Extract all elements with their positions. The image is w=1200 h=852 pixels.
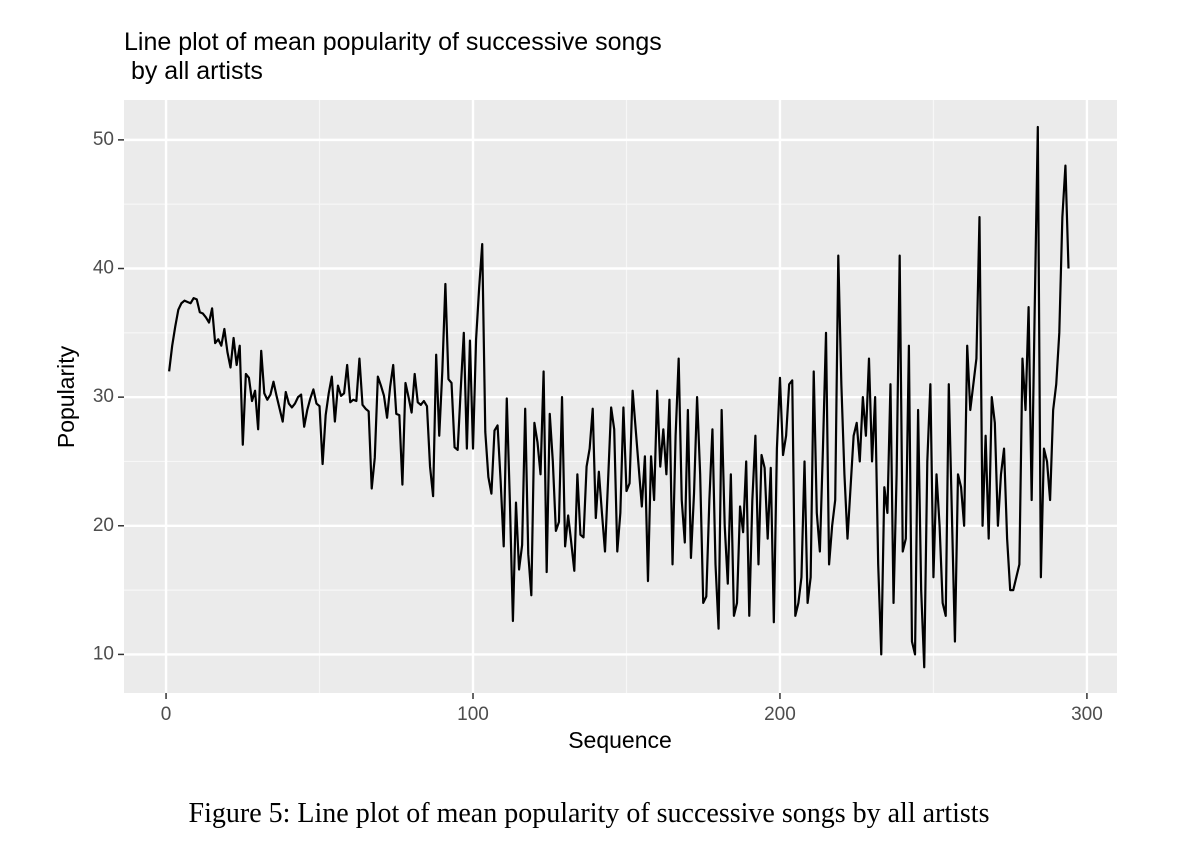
y-tick-label: 20 xyxy=(93,515,114,536)
x-axis-label: Sequence xyxy=(568,727,672,753)
y-tick-label: 30 xyxy=(93,386,114,407)
y-tick-label: 40 xyxy=(93,258,114,279)
x-tick-label: 0 xyxy=(161,704,172,725)
figure-caption: Figure 5: Line plot of mean popularity o… xyxy=(188,798,990,829)
x-tick-label: 100 xyxy=(457,704,489,725)
data-line xyxy=(168,125,1070,669)
y-axis-label: Popularity xyxy=(53,345,79,448)
chart-title: Line plot of mean popularity of successi… xyxy=(124,28,662,85)
x-tick-label: 300 xyxy=(1071,704,1103,725)
chart: Sequence Popularity 0 100 200 300 10 20 30 40 50 xyxy=(53,100,1117,753)
y-tick-label: 10 xyxy=(93,643,114,664)
y-tick-label: 50 xyxy=(93,129,114,150)
x-tick-label: 200 xyxy=(764,704,796,725)
